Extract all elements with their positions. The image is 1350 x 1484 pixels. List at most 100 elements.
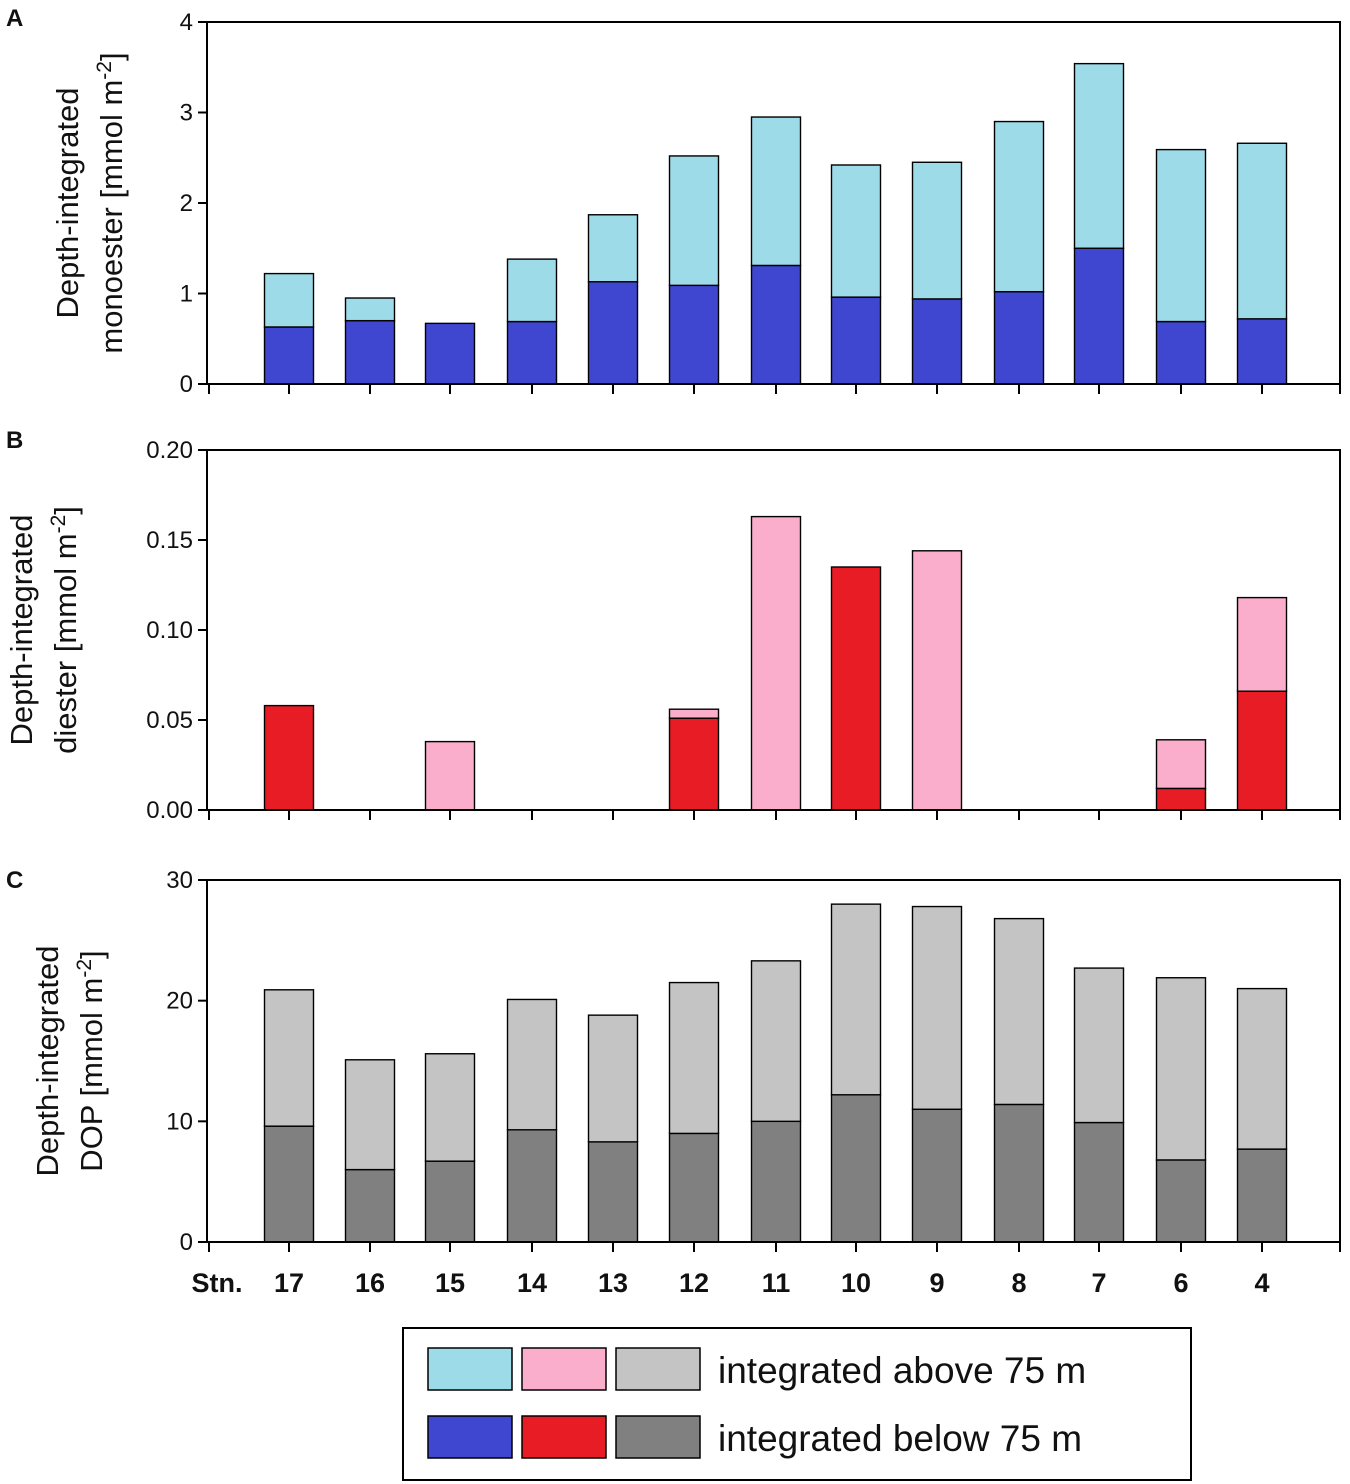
bar-below-stn-12	[668, 284, 720, 385]
y-tick-label: 0.15	[146, 527, 193, 554]
bar-above-stn-13	[587, 1014, 639, 1143]
y-axis-label-line2: diester [mmol m-2]	[47, 506, 83, 754]
y-tick-label: 0.10	[146, 617, 193, 644]
y-axis-label-line1: Depth-integrated	[50, 88, 85, 319]
bar-above-stn-14	[506, 258, 558, 323]
legend: integrated above 75 m integrated below 7…	[402, 1327, 1192, 1481]
y-tick-label: 0.00	[146, 797, 193, 824]
panel-b: B 0.00 0.05 0.10 0.15 0.20 Depth-integrated die…	[4, 427, 1341, 824]
bar-below-stn-6	[1155, 787, 1207, 811]
bar-below-stn-15	[424, 1160, 476, 1243]
bar-below-stn-13	[587, 1141, 639, 1243]
y-tick-label: 2	[180, 190, 193, 217]
y-tick-label: 0.05	[146, 707, 193, 734]
legend-label-below: integrated below 75 m	[718, 1418, 1082, 1459]
bar-above-stn-12	[668, 708, 720, 719]
x-label-stn-4: 4	[1254, 1268, 1269, 1298]
bar-above-stn-9	[911, 905, 963, 1110]
y-tick-label: 1	[180, 281, 193, 308]
bar-above-stn-11	[750, 515, 802, 811]
bar-below-stn-10	[830, 296, 882, 385]
bar-above-stn-7	[1073, 967, 1125, 1124]
x-label-stn-10: 10	[841, 1268, 871, 1298]
bar-below-stn-15	[424, 322, 476, 385]
panel-letter: A	[6, 5, 23, 32]
bar-below-stn-10	[830, 1094, 882, 1243]
bar-above-stn-11	[750, 960, 802, 1123]
x-label-stn-8: 8	[1011, 1268, 1026, 1298]
panel-c: C 0 10 20 30 Depth-integrated DOP [mmol m-2]	[6, 867, 1341, 1256]
bar-above-stn-17	[263, 272, 315, 328]
x-label-stn-16: 16	[355, 1268, 385, 1298]
bar-above-stn-15	[424, 1053, 476, 1162]
bar-below-stn-10	[830, 566, 882, 811]
y-tick-label: 3	[180, 100, 193, 127]
y-tick-label: 20	[166, 988, 193, 1015]
legend-swatch-diester-below	[521, 1415, 607, 1459]
y-axis-label-line1: Depth-integrated	[4, 515, 39, 746]
legend-swatch-diester-above	[521, 1347, 607, 1391]
bar-below-stn-4	[1236, 690, 1288, 811]
x-label-stn-13: 13	[598, 1268, 628, 1298]
bar-below-stn-17	[263, 326, 315, 385]
bar-above-stn-11	[750, 116, 802, 267]
bar-above-stn-6	[1155, 148, 1207, 323]
legend-swatch-dop-below	[615, 1415, 701, 1459]
bar-above-stn-16	[344, 297, 396, 322]
panel-letter: C	[6, 867, 23, 894]
bar-below-stn-7	[1073, 1121, 1125, 1243]
bar-above-stn-10	[830, 903, 882, 1096]
x-label-stn-15: 15	[435, 1268, 465, 1298]
bar-below-stn-17	[263, 704, 315, 811]
bar-below-stn-12	[668, 717, 720, 811]
bar-above-stn-17	[263, 989, 315, 1127]
y-tick-label: 0	[180, 371, 193, 398]
y-tick-label: 0.20	[146, 437, 193, 464]
legend-label-above: integrated above 75 m	[718, 1350, 1086, 1391]
bar-above-stn-9	[911, 550, 963, 811]
bar-below-stn-7	[1073, 247, 1125, 385]
bar-above-stn-4	[1236, 596, 1288, 692]
y-axis-label-line1: Depth-integrated	[30, 946, 65, 1177]
bar-above-stn-13	[587, 214, 639, 283]
bar-above-stn-12	[668, 155, 720, 287]
y-axis-label-line2: monoester [mmol m-2]	[93, 52, 129, 353]
bar-above-stn-10	[830, 164, 882, 298]
bar-above-stn-6	[1155, 739, 1207, 790]
y-tick-label: 10	[166, 1108, 193, 1135]
legend-swatch-monoester-above	[427, 1347, 513, 1391]
bar-above-stn-8	[993, 917, 1045, 1106]
bar-below-stn-9	[911, 298, 963, 385]
x-label-stn-17: 17	[274, 1268, 304, 1298]
x-axis-prefix: Stn.	[192, 1268, 243, 1298]
bar-below-stn-6	[1155, 1159, 1207, 1243]
bar-above-stn-16	[344, 1059, 396, 1171]
bar-above-stn-4	[1236, 142, 1288, 320]
x-label-stn-7: 7	[1091, 1268, 1106, 1298]
x-label-stn-6: 6	[1173, 1268, 1188, 1298]
bar-above-stn-9	[911, 161, 963, 300]
bar-below-stn-11	[750, 264, 802, 385]
bar-below-stn-4	[1236, 1148, 1288, 1243]
bar-below-stn-13	[587, 281, 639, 385]
bar-below-stn-17	[263, 1125, 315, 1243]
y-tick-label: 4	[180, 9, 193, 36]
bar-below-stn-11	[750, 1120, 802, 1243]
x-label-stn-9: 9	[929, 1268, 944, 1298]
x-label-stn-14: 14	[517, 1268, 547, 1298]
bar-above-stn-14	[506, 998, 558, 1131]
bar-below-stn-14	[506, 320, 558, 385]
bar-above-stn-4	[1236, 987, 1288, 1150]
bar-above-stn-7	[1073, 62, 1125, 249]
plot-frame	[206, 879, 1341, 1243]
bar-above-stn-6	[1155, 977, 1207, 1161]
x-label-stn-11: 11	[762, 1268, 791, 1298]
bar-below-stn-6	[1155, 320, 1207, 385]
bar-above-stn-8	[993, 120, 1045, 293]
panel-a: A 0 1 2 3 4 Depth-integrated monoester [mmol m-…	[6, 5, 1341, 398]
bar-above-stn-12	[668, 981, 720, 1135]
legend-swatch-dop-above	[615, 1347, 701, 1391]
bar-below-stn-4	[1236, 318, 1288, 385]
y-tick-label: 0	[180, 1229, 193, 1256]
